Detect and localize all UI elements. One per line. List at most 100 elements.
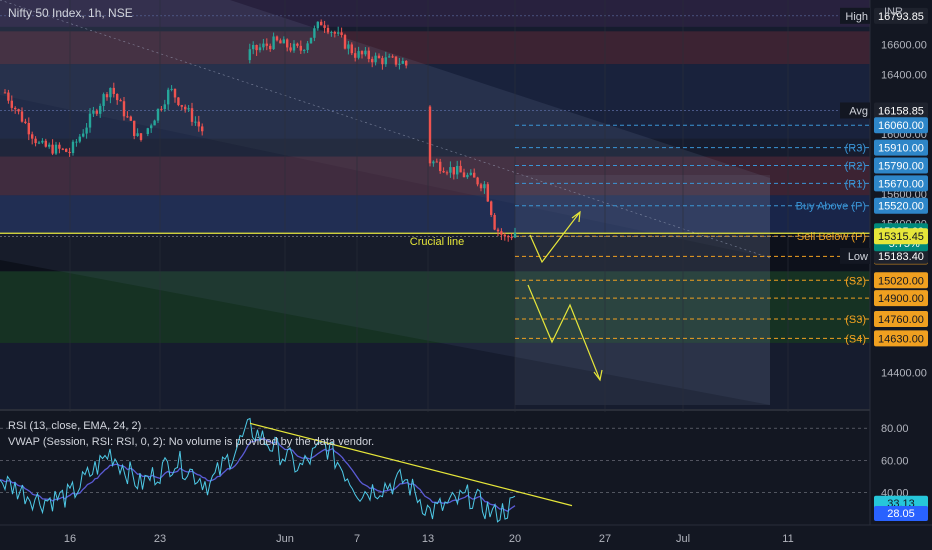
candle-body bbox=[122, 101, 126, 117]
candle-body bbox=[330, 32, 333, 34]
candle-body bbox=[486, 184, 489, 202]
candle-body bbox=[54, 144, 58, 154]
middle-zone bbox=[0, 64, 870, 139]
channel-midline bbox=[0, 0, 771, 259]
candle-body bbox=[473, 172, 476, 178]
support-zone bbox=[0, 271, 870, 343]
level-tag-badge bbox=[874, 330, 928, 347]
level-label: (S4) bbox=[845, 333, 866, 345]
time-tick-label: 7 bbox=[354, 533, 360, 545]
candle-body bbox=[462, 172, 466, 178]
candle-body bbox=[37, 142, 41, 144]
candle-body bbox=[258, 47, 262, 51]
currency-label[interactable]: INR bbox=[884, 6, 903, 18]
time-tick-label: 11 bbox=[782, 533, 793, 545]
candle-body bbox=[500, 231, 503, 235]
candle-body bbox=[296, 43, 299, 46]
candle-body bbox=[88, 113, 92, 128]
candle-body bbox=[316, 21, 319, 29]
level-tag bbox=[874, 139, 928, 156]
level-tag-badge bbox=[874, 197, 928, 214]
time-tick-label: 27 bbox=[599, 533, 611, 545]
price-tick-label: 16600.00 bbox=[881, 40, 927, 52]
crucial-price-badge bbox=[874, 228, 928, 245]
s-extra-tag-badge bbox=[874, 290, 928, 307]
candle-body bbox=[483, 184, 486, 189]
level-tag-badge bbox=[874, 311, 928, 328]
bullish-projection-arrow bbox=[529, 211, 581, 264]
candle-body bbox=[112, 87, 115, 94]
level-tag-value: 14630.00 bbox=[878, 333, 924, 345]
candle-body bbox=[469, 172, 472, 175]
candle-body bbox=[82, 133, 85, 137]
high-label-bg bbox=[840, 7, 870, 24]
candle-body bbox=[116, 93, 119, 101]
high-tag-label: High bbox=[845, 11, 868, 23]
projection-box bbox=[515, 175, 770, 405]
candle-body bbox=[377, 55, 381, 59]
candle-body bbox=[432, 161, 435, 164]
candle-body bbox=[292, 43, 296, 51]
candle-body bbox=[109, 87, 112, 98]
candle-body bbox=[381, 58, 384, 65]
candle-body bbox=[476, 177, 479, 185]
candle-body bbox=[190, 108, 194, 122]
level-tag bbox=[874, 197, 928, 214]
candle-body bbox=[343, 35, 347, 49]
candle-body bbox=[479, 184, 483, 189]
rsi-signal-value: 28.05 bbox=[887, 508, 915, 520]
candle-body bbox=[442, 171, 445, 173]
candle-body bbox=[102, 94, 105, 106]
top-zone bbox=[0, 0, 870, 27]
vwap-indicator-title[interactable]: VWAP (Session, RSI: RSI, 0, 2): No volum… bbox=[8, 436, 375, 448]
candle-body bbox=[78, 136, 81, 142]
candle-body bbox=[31, 134, 34, 139]
candle-body bbox=[286, 39, 289, 48]
candle-body bbox=[279, 40, 282, 44]
time-tick-label: 23 bbox=[154, 533, 166, 545]
candle-body bbox=[65, 148, 68, 152]
candle-body bbox=[68, 151, 71, 154]
candle-body bbox=[262, 43, 265, 48]
candle-body bbox=[394, 56, 398, 65]
candle-body bbox=[71, 141, 75, 154]
candle-body bbox=[44, 140, 47, 147]
time-axis bbox=[0, 525, 932, 550]
bearish-projection-arrow bbox=[527, 284, 601, 381]
candle-body bbox=[252, 45, 255, 50]
level-label: (S3) bbox=[845, 314, 866, 326]
candle-body bbox=[326, 27, 330, 33]
candle-body bbox=[507, 236, 510, 238]
candle-body bbox=[133, 120, 136, 136]
candle-body bbox=[340, 32, 343, 36]
candle-body bbox=[496, 229, 500, 232]
candle-body bbox=[435, 161, 438, 163]
candle-body bbox=[303, 49, 306, 51]
candle-body bbox=[490, 201, 493, 216]
level-tag bbox=[874, 157, 928, 174]
candle-body bbox=[187, 108, 190, 110]
level-label: (S2) bbox=[845, 275, 866, 287]
candle-body bbox=[61, 148, 64, 150]
rsi-indicator-title[interactable]: RSI (13, close, EMA, 24, 2) bbox=[8, 420, 142, 432]
candle-body bbox=[201, 126, 204, 132]
candle-body bbox=[75, 141, 78, 143]
candle-body bbox=[323, 25, 326, 28]
candle-body bbox=[405, 60, 408, 66]
pivot-zone bbox=[0, 195, 870, 235]
candle-body bbox=[99, 105, 102, 114]
candle-body bbox=[163, 104, 166, 110]
crucial-price-value: 15315.45 bbox=[878, 231, 924, 243]
channel-lower bbox=[0, 95, 770, 405]
candle-body bbox=[466, 174, 469, 178]
candles-group bbox=[3, 19, 517, 242]
candle-body bbox=[92, 110, 95, 114]
candle-body bbox=[275, 36, 279, 41]
time-tick-label: Jul bbox=[676, 533, 690, 545]
candle-body bbox=[347, 44, 350, 49]
candle-body bbox=[248, 49, 251, 61]
time-tick-label: 20 bbox=[509, 533, 521, 545]
candle-body bbox=[320, 21, 323, 26]
low-tag bbox=[874, 247, 928, 264]
